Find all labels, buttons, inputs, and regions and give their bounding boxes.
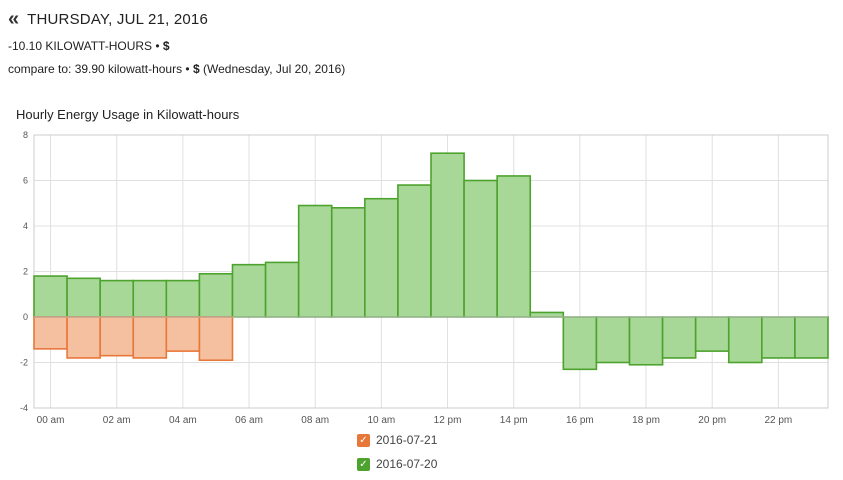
bar (99, 279, 135, 318)
bar (165, 279, 201, 318)
legend-item-current[interactable]: ✓ 2016-07-21 (357, 432, 437, 448)
bar (198, 272, 234, 318)
bar (330, 207, 366, 318)
x-tick-label: 08 am (301, 415, 329, 426)
x-tick-label: 04 am (169, 415, 197, 426)
checkbox-icon[interactable]: ✓ (357, 433, 370, 447)
x-tick-label: 18 pm (632, 415, 660, 426)
chart-title: Hourly Energy Usage in Kilowatt-hours (16, 107, 240, 122)
compare-summary: compare to: 39.90 kilowatt-hours • $ (We… (8, 62, 345, 76)
compare-currency: $ (192, 62, 200, 76)
y-tick-label: 6 (23, 176, 28, 186)
bar (33, 316, 68, 350)
compare-date: (Wednesday, Jul 20, 2016) (199, 62, 346, 76)
bar (165, 316, 201, 352)
bar (66, 277, 101, 318)
bar (595, 316, 631, 364)
x-tick-label: 14 pm (500, 415, 528, 426)
y-tick-label: -4 (20, 403, 28, 413)
bar (794, 316, 829, 359)
x-tick-label: 22 pm (764, 415, 792, 426)
chart-legend: ✓ 2016-07-21 ✓ 2016-07-20 (357, 432, 437, 480)
plot-border (33, 134, 829, 409)
bar (529, 311, 565, 318)
x-tick-label: 20 pm (698, 415, 726, 426)
bar (99, 316, 135, 357)
summary-separator: • (152, 39, 163, 53)
double-chevron-left-icon[interactable]: « (8, 8, 20, 30)
x-tick-label: 12 pm (434, 415, 462, 426)
bar (430, 152, 465, 318)
y-tick-label: -2 (20, 358, 28, 368)
legend-item-compare[interactable]: ✓ 2016-07-20 (357, 456, 437, 472)
bar (727, 316, 763, 364)
x-tick-label: 10 am (367, 415, 395, 426)
x-tick-label: 02 am (103, 415, 131, 426)
legend-label: 2016-07-20 (376, 457, 438, 471)
bar (562, 316, 598, 371)
bar (66, 316, 101, 359)
bar (132, 279, 168, 318)
title-row: « THURSDAY, JUL 21, 2016 (8, 8, 345, 30)
page-title: THURSDAY, JUL 21, 2016 (27, 10, 208, 28)
y-tick-label: 8 (23, 130, 28, 140)
compare-separator: • (182, 62, 193, 76)
header: « THURSDAY, JUL 21, 2016 -10.10 KILOWATT… (8, 8, 345, 76)
x-tick-label: 00 am (37, 415, 65, 426)
bar (297, 204, 333, 318)
bar (463, 179, 498, 318)
summary-value: -10.10 KILOWATT-HOURS (8, 39, 153, 53)
bar (231, 263, 267, 318)
x-tick-label: 06 am (235, 415, 263, 426)
bar (132, 316, 168, 359)
bar (364, 197, 399, 318)
bar (628, 316, 664, 366)
bar (661, 316, 697, 359)
bar (33, 275, 68, 318)
usage-summary: -10.10 KILOWATT-HOURS • $ (8, 39, 345, 53)
bar (397, 184, 432, 318)
bar (496, 175, 532, 318)
bar (694, 316, 730, 352)
bar (761, 316, 796, 359)
x-tick-label: 16 pm (566, 415, 594, 426)
legend-label: 2016-07-21 (376, 433, 438, 447)
y-tick-label: 0 (23, 312, 28, 322)
checkbox-icon[interactable]: ✓ (357, 457, 370, 471)
summary-currency: $ (162, 39, 170, 53)
compare-value: compare to: 39.90 kilowatt-hours (8, 62, 183, 76)
y-tick-label: 2 (23, 267, 28, 277)
bar (198, 316, 234, 362)
y-tick-label: 4 (23, 221, 28, 231)
bar (264, 261, 300, 318)
